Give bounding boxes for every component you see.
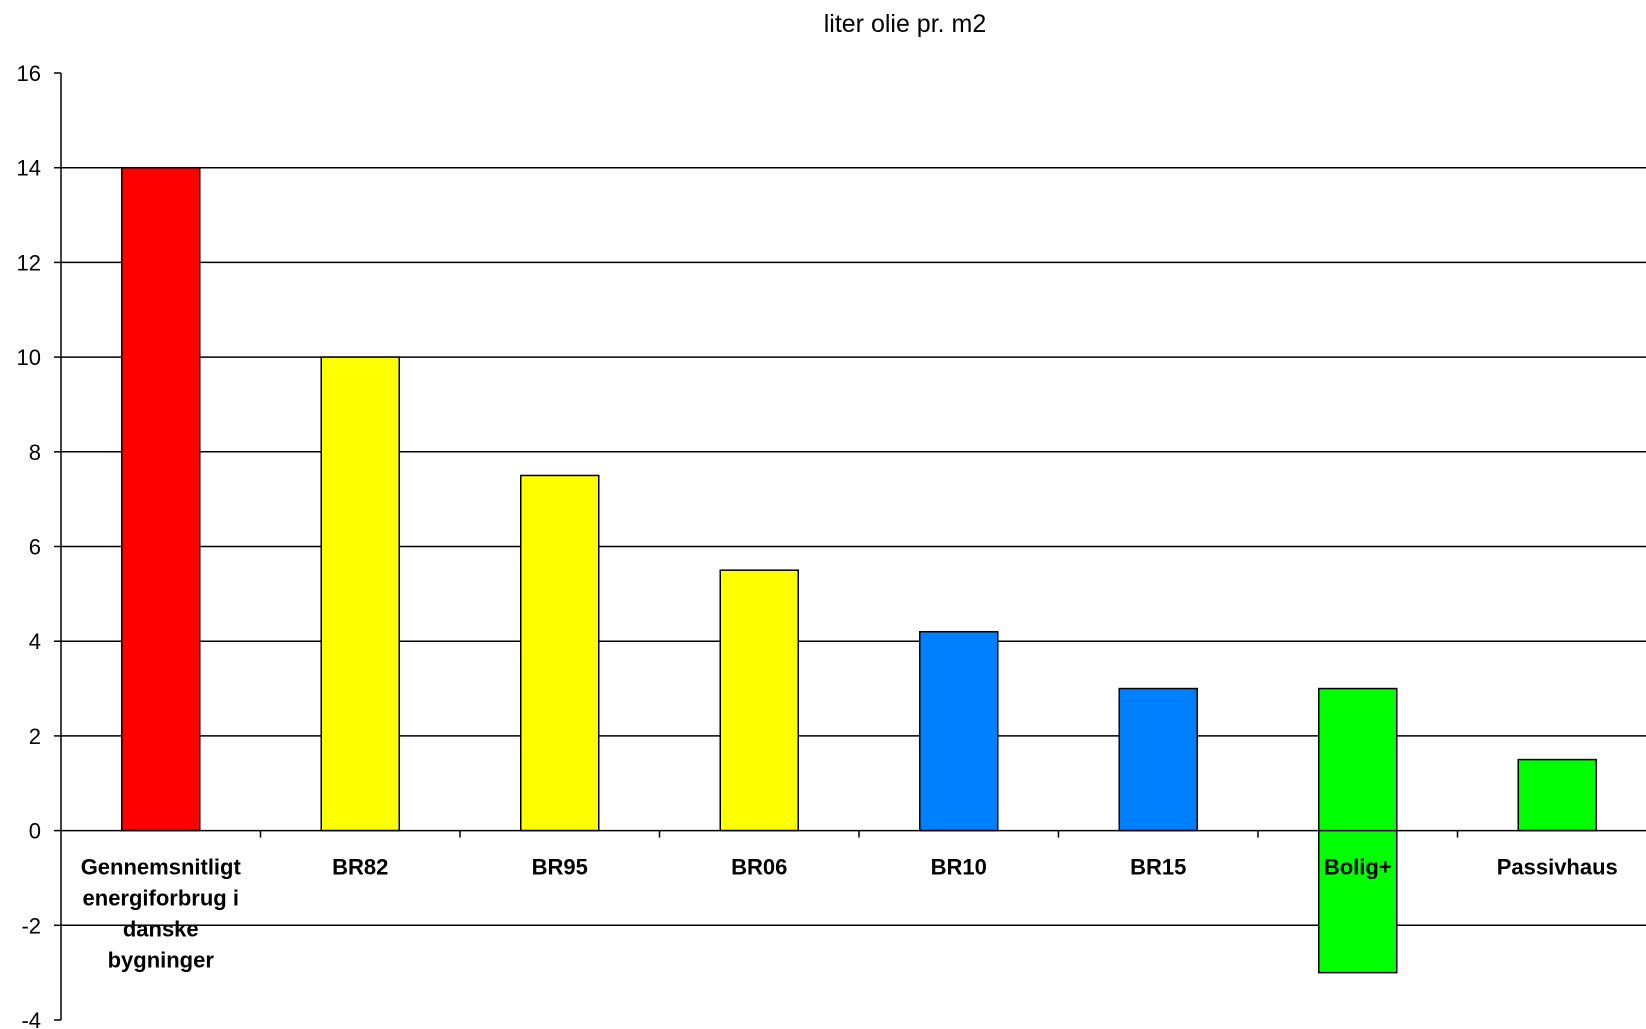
y-tick-label: -4 [21, 1008, 41, 1029]
x-category-label: BR10 [931, 855, 987, 880]
y-tick-label: 6 [29, 535, 41, 560]
x-category-label: Passivhaus [1497, 855, 1618, 880]
x-category-label: Bolig+ [1324, 855, 1392, 880]
bar [121, 166, 201, 832]
bar [520, 474, 600, 832]
y-tick-label: 4 [29, 629, 41, 654]
x-category-label: BR95 [532, 855, 588, 880]
bar [719, 569, 799, 832]
x-category-label: BR15 [1130, 855, 1186, 880]
y-tick-label: 12 [17, 250, 41, 275]
x-category-labels: Gennemsnitligt energiforbrug i danske bygni… [81, 855, 1618, 973]
gridlines [61, 166, 1646, 927]
bar [919, 630, 999, 832]
y-tick-labels: 16 14 12 10 8 6 4 2 0 -2 -4 [17, 61, 61, 1029]
bar [320, 356, 400, 832]
y-tick-label: 10 [17, 345, 41, 370]
y-tick-label: 14 [17, 156, 41, 181]
bar [1517, 758, 1597, 832]
bars [121, 166, 1597, 974]
y-tick-label: -2 [21, 913, 41, 938]
y-tick-label: 2 [29, 724, 41, 749]
chart-title: liter olie pr. m2 [824, 10, 987, 38]
x-category-label: BR06 [731, 855, 787, 880]
y-tick-label: 8 [29, 440, 41, 465]
y-tick-label: 0 [29, 819, 41, 844]
x-category-label: Gennemsnitligt energiforbrug i danske bygni… [81, 855, 242, 973]
bar [1118, 687, 1198, 832]
x-category-label: BR82 [332, 855, 388, 880]
y-tick-label: 16 [17, 61, 41, 86]
